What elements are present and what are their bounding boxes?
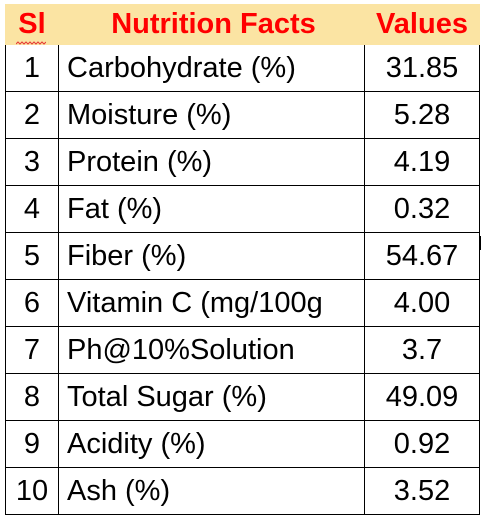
table-row: 4 Fat (%) 0.32	[5, 185, 480, 233]
cell-value[interactable]: 3.52	[364, 467, 480, 515]
cell-nutrient-name[interactable]: Fat (%)	[58, 185, 365, 233]
cell-nutrient-name[interactable]: Protein (%)	[58, 138, 365, 186]
cell-value[interactable]: 3.7	[364, 326, 480, 374]
table-row: 9 Acidity (%) 0.92	[5, 420, 480, 468]
header-values[interactable]: Values	[364, 4, 480, 45]
table-row: 8 Total Sugar (%) 49.09	[5, 373, 480, 421]
nutrition-table-container: Sl Nutrition Facts Values 1 Carbohydrate…	[5, 4, 480, 515]
header-sl-text: Sl	[18, 8, 46, 40]
cell-nutrient-name[interactable]: Total Sugar (%)	[58, 373, 365, 421]
nutrition-facts-table: Sl Nutrition Facts Values 1 Carbohydrate…	[5, 4, 480, 515]
header-nutrition-facts[interactable]: Nutrition Facts	[58, 4, 365, 45]
cell-value[interactable]: 4.00	[364, 279, 480, 327]
cell-sl[interactable]: 9	[5, 420, 59, 468]
table-row: 3 Protein (%) 4.19	[5, 138, 480, 186]
cell-sl[interactable]: 1	[5, 44, 59, 92]
cell-sl[interactable]: 7	[5, 326, 59, 374]
cell-value[interactable]: 54.67	[364, 232, 480, 280]
cell-nutrient-name[interactable]: Acidity (%)	[58, 420, 365, 468]
table-header-row: Sl Nutrition Facts Values	[5, 4, 480, 45]
table-row: 2 Moisture (%) 5.28	[5, 91, 480, 139]
cell-nutrient-name[interactable]: Vitamin C (mg/100g	[58, 279, 365, 327]
cell-sl[interactable]: 6	[5, 279, 59, 327]
cell-value[interactable]: 0.32	[364, 185, 480, 233]
cell-sl[interactable]: 2	[5, 91, 59, 139]
cell-value[interactable]: 4.19	[364, 138, 480, 186]
table-row: 10 Ash (%) 3.52	[5, 467, 480, 515]
table-row: 7 Ph@10%Solution 3.7	[5, 326, 480, 374]
header-sl[interactable]: Sl	[5, 4, 59, 45]
cell-nutrient-name[interactable]: Ash (%)	[58, 467, 365, 515]
column-resize-cursor-icon	[479, 236, 481, 250]
cell-nutrient-name[interactable]: Fiber (%)	[58, 232, 365, 280]
table-row: 6 Vitamin C (mg/100g 4.00	[5, 279, 480, 327]
cell-nutrient-name[interactable]: Moisture (%)	[58, 91, 365, 139]
cell-sl[interactable]: 5	[5, 232, 59, 280]
header-sl-text-wrap: Sl	[16, 8, 47, 45]
cell-value[interactable]: 31.85	[364, 44, 480, 92]
cell-sl[interactable]: 3	[5, 138, 59, 186]
cell-value[interactable]: 0.92	[364, 420, 480, 468]
table-row: 5 Fiber (%) 54.67	[5, 232, 480, 280]
cell-sl[interactable]: 10	[5, 467, 59, 515]
cell-value[interactable]: 49.09	[364, 373, 480, 421]
table-row: 1 Carbohydrate (%) 31.85	[5, 44, 480, 92]
spellcheck-underline-icon	[16, 41, 47, 45]
cell-value[interactable]: 5.28	[364, 91, 480, 139]
cell-sl[interactable]: 4	[5, 185, 59, 233]
cell-nutrient-name[interactable]: Carbohydrate (%)	[58, 44, 365, 92]
cell-nutrient-name[interactable]: Ph@10%Solution	[58, 326, 365, 374]
cell-sl[interactable]: 8	[5, 373, 59, 421]
